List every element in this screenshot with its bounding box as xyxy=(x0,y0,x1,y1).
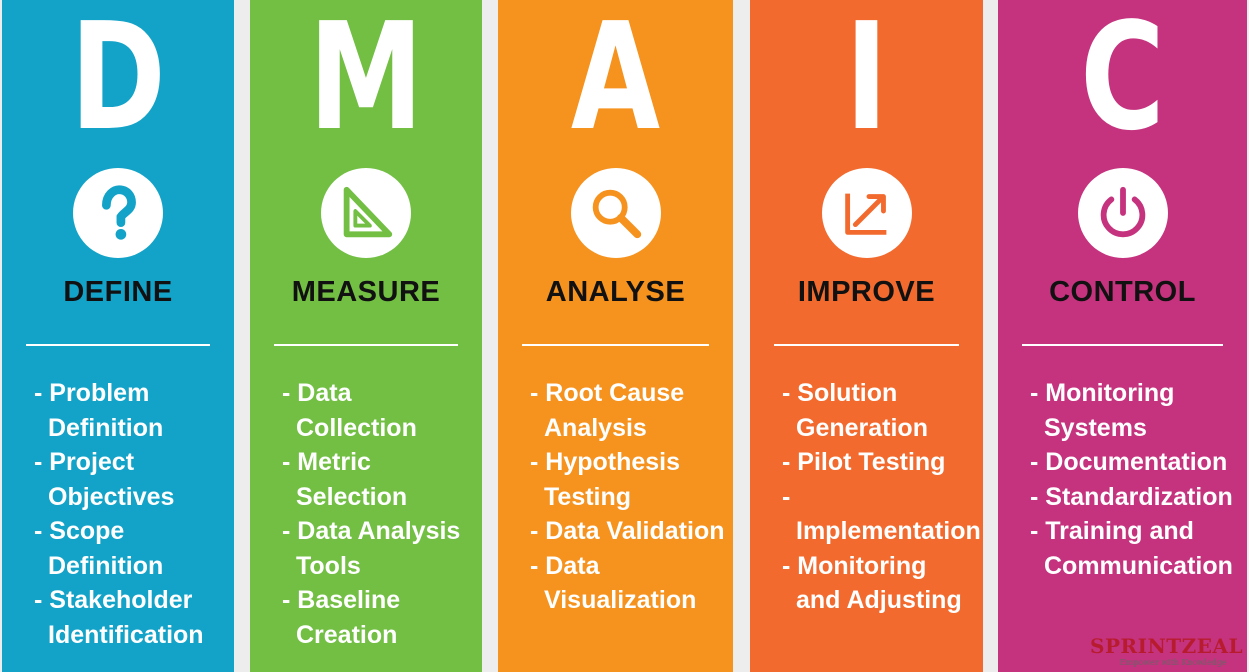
phase-title: DEFINE xyxy=(63,276,173,308)
list-item: Hypothesis Testing xyxy=(530,445,727,514)
trend-arrow-icon xyxy=(821,168,912,258)
list-item: Pilot Testing xyxy=(782,445,977,480)
question-icon xyxy=(73,168,163,258)
phase-item-list: Solution GenerationPilot TestingImplemen… xyxy=(782,376,981,618)
list-item: Project Objectives xyxy=(34,445,228,514)
list-item: Data Validation xyxy=(530,514,727,549)
list-item: Scope Definition xyxy=(34,514,228,583)
list-item: Training and Communication xyxy=(1030,514,1241,583)
list-item: Implementation xyxy=(782,480,981,549)
phase-title: MEASURE xyxy=(291,276,441,308)
list-item: Stakeholder Identification xyxy=(34,583,228,652)
phase-letter: D xyxy=(70,0,166,163)
phase-item-list: Problem DefinitionProject ObjectivesScop… xyxy=(34,376,228,652)
phase-item-list: Monitoring SystemsDocumentationStandardi… xyxy=(1030,376,1241,583)
phase-letter: C xyxy=(1080,0,1165,163)
divider xyxy=(774,344,959,346)
divider xyxy=(1022,344,1223,346)
phase-letter: I xyxy=(845,0,888,163)
list-item: Metric Selection xyxy=(282,445,476,514)
phase-item-list: Root Cause AnalysisHypothesis TestingDat… xyxy=(530,376,727,618)
logo-tagline: Empower with Knowledge xyxy=(1120,658,1227,667)
list-item: Standardization xyxy=(1030,480,1241,515)
panel-define: D DEFINE Problem DefinitionProject Object… xyxy=(2,0,234,672)
divider xyxy=(274,344,458,346)
phase-title: CONTROL xyxy=(1049,276,1196,308)
phase-title: ANALYSE xyxy=(545,276,686,308)
list-item: Root Cause Analysis xyxy=(530,376,727,445)
triangle-ruler-icon xyxy=(321,168,411,258)
sprintzeal-logo: SPRINTZEAL xyxy=(1090,634,1244,658)
power-icon xyxy=(1077,168,1168,258)
panel-improve: I IMPROVE Solution GenerationPilot Testin… xyxy=(750,0,983,672)
phase-item-list: Data CollectionMetric SelectionData Anal… xyxy=(282,376,476,652)
list-item: Documentation xyxy=(1030,445,1241,480)
list-item: Baseline Creation xyxy=(282,583,476,652)
list-item: Data Collection xyxy=(282,376,476,445)
list-item: Monitoring and Adjusting xyxy=(782,549,977,618)
phase-title: IMPROVE xyxy=(797,276,936,308)
list-item: Solution Generation xyxy=(782,376,977,445)
magnifier-icon xyxy=(570,168,661,258)
list-item: Data Visualization xyxy=(530,549,727,618)
divider xyxy=(26,344,210,346)
panel-analyse: A ANALYSE Root Cause AnalysisHypothesis T… xyxy=(498,0,733,672)
phase-letter: M xyxy=(308,0,424,163)
list-item: Problem Definition xyxy=(34,376,228,445)
divider xyxy=(522,344,709,346)
list-item: Monitoring Systems xyxy=(1030,376,1241,445)
panel-control: C CONTROL Monitoring SystemsDocumentation… xyxy=(998,0,1247,672)
phase-letter: A xyxy=(570,0,661,163)
panel-measure: M MEASURE Data CollectionMetric Selection… xyxy=(250,0,482,672)
list-item: Data Analysis Tools xyxy=(282,514,476,583)
